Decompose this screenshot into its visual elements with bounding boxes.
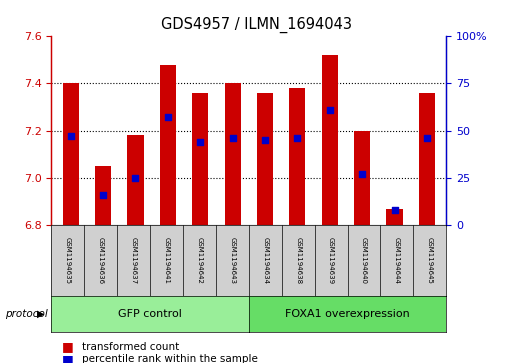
Point [358, 171, 366, 177]
Point [196, 139, 204, 145]
Point [423, 135, 431, 141]
Text: GSM1194642: GSM1194642 [196, 237, 203, 284]
Point [131, 175, 140, 181]
Text: GSM1194638: GSM1194638 [295, 237, 301, 284]
Text: GSM1194643: GSM1194643 [229, 237, 235, 284]
Bar [354, 131, 370, 225]
Text: percentile rank within the sample: percentile rank within the sample [82, 354, 258, 363]
Text: protocol: protocol [5, 309, 48, 319]
Point [164, 115, 172, 121]
Bar [225, 83, 241, 225]
Bar [95, 166, 111, 225]
Point [228, 135, 236, 141]
Text: GDS4957 / ILMN_1694043: GDS4957 / ILMN_1694043 [161, 16, 352, 33]
Text: transformed count: transformed count [82, 342, 180, 352]
Bar [386, 209, 403, 225]
Bar [127, 135, 144, 225]
Bar [160, 65, 176, 225]
Point [326, 107, 334, 113]
Text: GSM1194639: GSM1194639 [328, 237, 334, 284]
Bar [192, 93, 208, 225]
Point [390, 207, 399, 213]
Bar [322, 55, 338, 225]
Point [293, 135, 302, 141]
Text: GSM1194644: GSM1194644 [394, 237, 400, 284]
Point [261, 137, 269, 143]
Text: GSM1194636: GSM1194636 [97, 237, 104, 284]
Text: GSM1194645: GSM1194645 [427, 237, 433, 284]
Bar [257, 93, 273, 225]
Text: GFP control: GFP control [118, 309, 182, 319]
Bar [63, 83, 79, 225]
Point [67, 134, 75, 139]
Point [99, 192, 107, 198]
Text: GSM1194637: GSM1194637 [131, 237, 136, 284]
Bar [419, 93, 435, 225]
Text: ▶: ▶ [37, 309, 45, 319]
Bar [289, 88, 305, 225]
Text: FOXA1 overexpression: FOXA1 overexpression [285, 309, 410, 319]
Text: ■: ■ [62, 353, 73, 363]
Text: GSM1194641: GSM1194641 [164, 237, 169, 284]
Text: GSM1194634: GSM1194634 [262, 237, 268, 284]
Text: ■: ■ [62, 340, 73, 353]
Text: GSM1194635: GSM1194635 [65, 237, 71, 284]
Text: GSM1194640: GSM1194640 [361, 237, 367, 284]
